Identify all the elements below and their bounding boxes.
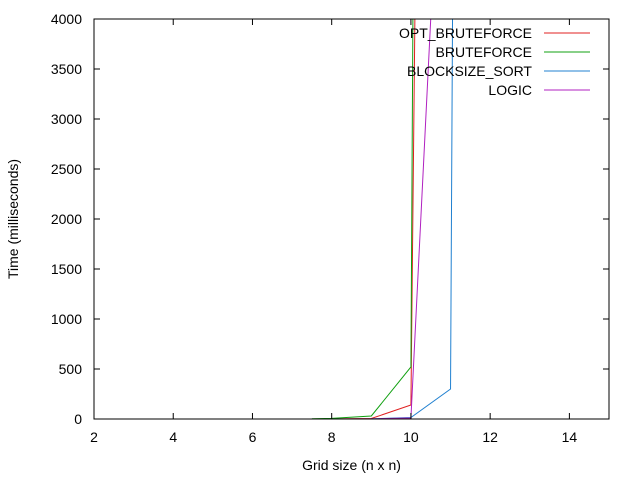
- x-tick-label: 10: [403, 429, 419, 445]
- legend-label: BRUTEFORCE: [436, 44, 532, 60]
- y-tick-label: 1000: [51, 311, 82, 327]
- ticks-layer: 2 4 6 8 10 12 14 0 500 1000 1500 2000 2500 3000 3500 40…: [51, 11, 609, 445]
- legend-label: OPT_BRUTEFORCE: [399, 25, 532, 41]
- x-tick-label: 14: [562, 429, 578, 445]
- y-axis-label: Time (milliseconds): [5, 159, 21, 279]
- x-tick-label: 6: [249, 429, 257, 445]
- y-tick-label: 4000: [51, 11, 82, 27]
- x-tick-label: 2: [90, 429, 98, 445]
- y-tick-label: 2500: [51, 161, 82, 177]
- y-tick-label: 3000: [51, 111, 82, 127]
- y-tick-label: 1500: [51, 261, 82, 277]
- x-tick-label: 4: [169, 429, 177, 445]
- y-tick-label: 500: [59, 361, 83, 377]
- legend-label: LOGIC: [488, 82, 532, 98]
- y-tick-label: 3500: [51, 61, 82, 77]
- x-tick-label: 8: [328, 429, 336, 445]
- x-tick-label: 12: [482, 429, 498, 445]
- y-tick-label: 2000: [51, 211, 82, 227]
- legend-label: BLOCKSIZE_SORT: [407, 63, 532, 79]
- legend: OPT_BRUTEFORCE BRUTEFORCE BLOCKSIZE_SORT LO…: [399, 25, 590, 98]
- x-axis-label: Grid size (n x n): [302, 457, 401, 473]
- y-tick-label: 0: [74, 411, 82, 427]
